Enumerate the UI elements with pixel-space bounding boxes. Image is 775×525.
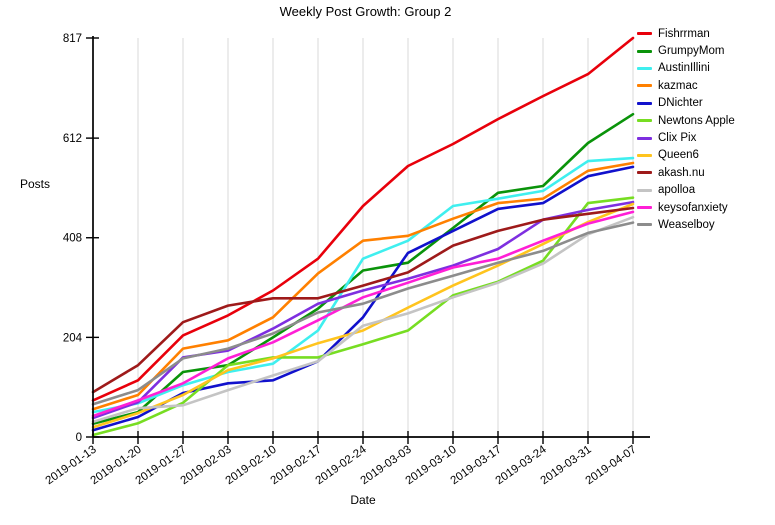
- chart-title: Weekly Post Growth: Group 2: [279, 4, 452, 19]
- legend-swatch: [637, 49, 652, 53]
- legend-item-newtons-apple: Newtons Apple: [637, 112, 735, 129]
- x-tick-label: 2019-04-07: [584, 444, 639, 488]
- series-line-keysofanxiety: [91, 210, 635, 418]
- legend-label: GrumpyMom: [658, 45, 725, 58]
- series-line-newtons-apple: [91, 196, 635, 437]
- series-line-weaselboy: [91, 221, 635, 406]
- legend-swatch: [637, 32, 652, 36]
- legend-item-akash-nu: akash.nu: [637, 164, 735, 181]
- legend-swatch: [637, 119, 652, 123]
- legend-label: AustinIllini: [658, 62, 710, 75]
- series-line-fishrrman: [91, 36, 635, 402]
- legend-swatch: [637, 101, 652, 105]
- y-tick-label: 0: [76, 432, 82, 444]
- legend-label: Fishrrman: [658, 27, 710, 40]
- y-axis-label: Posts: [20, 177, 51, 191]
- legend-swatch: [637, 153, 652, 157]
- legend-label: Queen6: [658, 149, 699, 162]
- legend-label: kazmac: [658, 79, 698, 92]
- series-line-dnichter: [91, 165, 635, 432]
- legend-label: Clix Pix: [658, 132, 697, 145]
- legend-swatch: [637, 188, 652, 192]
- legend: Fishrrman GrumpyMom AustinIllini kazmac DNic…: [637, 25, 735, 234]
- legend-item-austinillini: AustinIllini: [637, 60, 735, 77]
- legend-swatch: [637, 66, 652, 70]
- series-line-kazmac: [91, 161, 635, 411]
- legend-item-clix-pix: Clix Pix: [637, 129, 735, 146]
- legend-item-queen6: Queen6: [637, 147, 735, 164]
- legend-item-kazmac: kazmac: [637, 77, 735, 94]
- legend-label: Weaselboy: [658, 218, 715, 231]
- legend-label: akash.nu: [658, 166, 705, 179]
- legend-label: Newtons Apple: [658, 114, 735, 127]
- legend-swatch: [637, 223, 652, 227]
- legend-swatch: [637, 171, 652, 175]
- series-line-queen6: [91, 202, 635, 429]
- x-axis-label: Date: [350, 493, 376, 507]
- legend-label: apolloa: [658, 184, 696, 197]
- y-tick-label: 408: [63, 233, 82, 245]
- legend-item-grumpymom: GrumpyMom: [637, 42, 735, 59]
- series-line-apolloa: [91, 215, 635, 424]
- y-tick-label: 817: [63, 33, 82, 45]
- legend-swatch: [637, 206, 652, 210]
- legend-item-keysofanxiety: keysofanxiety: [637, 199, 735, 216]
- legend-item-apolloa: apolloa: [637, 182, 735, 199]
- series-line-grumpymom: [91, 112, 635, 426]
- legend-item-fishrrman: Fishrrman: [637, 25, 735, 42]
- legend-item-dnichter: DNichter: [637, 95, 735, 112]
- legend-swatch: [637, 84, 652, 88]
- series-line-akash-nu: [91, 206, 635, 394]
- y-tick-label: 612: [63, 133, 82, 145]
- series-line-austinillini: [91, 156, 635, 414]
- legend-label: DNichter: [658, 97, 703, 110]
- legend-swatch: [637, 136, 652, 140]
- y-tick-label: 204: [63, 332, 83, 344]
- legend-item-weaselboy: Weaselboy: [637, 216, 735, 233]
- legend-label: keysofanxiety: [658, 201, 728, 214]
